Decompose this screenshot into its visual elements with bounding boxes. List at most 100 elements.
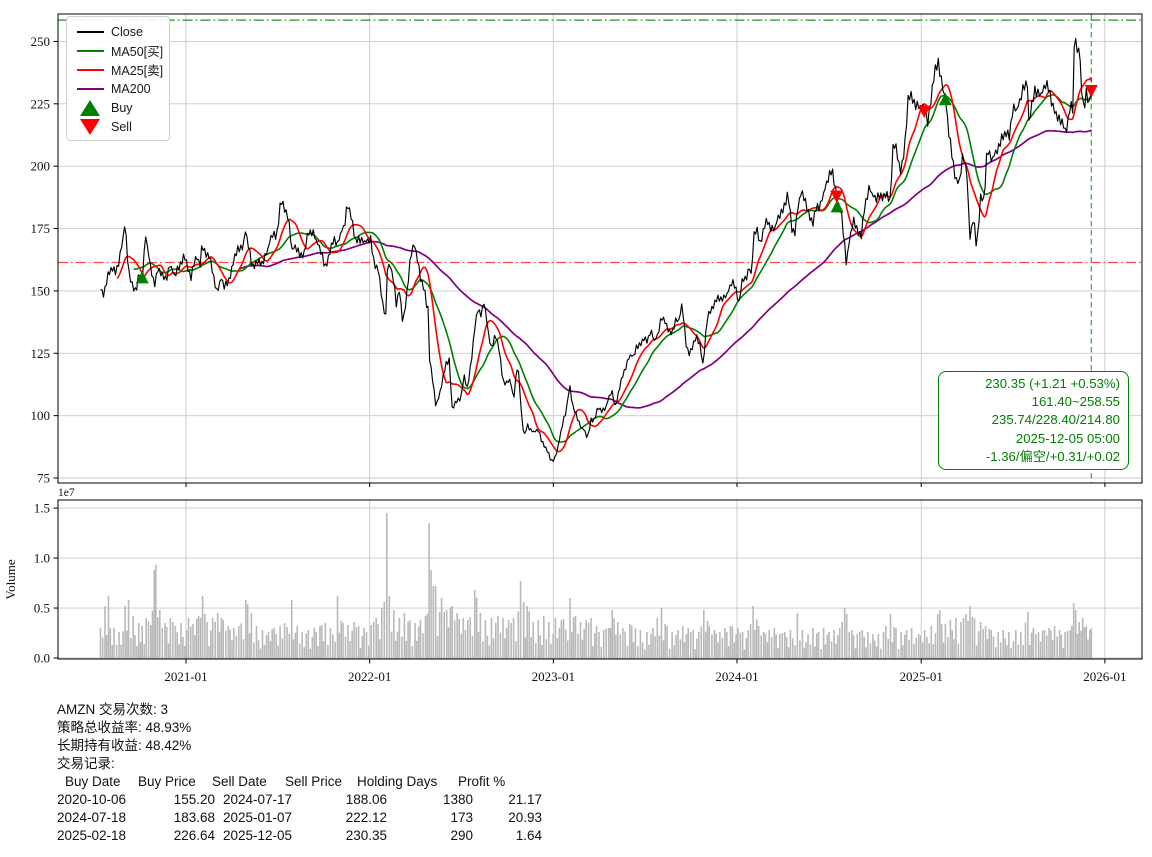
trade-cell: 155.20 — [173, 792, 215, 807]
trade-cell: 230.35 — [345, 828, 387, 843]
legend-line-sample — [76, 30, 104, 33]
buy-marker — [938, 92, 952, 106]
trade-header-4: Holding Days — [357, 774, 438, 789]
price-ytick-label: 250 — [31, 34, 51, 49]
x-tick-label: 2024-01 — [715, 669, 758, 684]
legend-item-1: MA50[买] — [73, 41, 163, 60]
trade-cell: 2025-02-18 — [57, 828, 127, 843]
stats-line-1: 策略总收益率: 48.93% — [57, 720, 192, 735]
volume-axis-label: Volume — [3, 559, 18, 599]
trade-cell: 226.64 — [173, 828, 215, 843]
tick-marks — [53, 40, 1106, 664]
annotation-line-1: 161.40~258.55 — [1031, 394, 1120, 410]
price-axes-frame — [57, 13, 1143, 484]
legend-label: Buy — [111, 100, 133, 115]
sell-marker — [1084, 84, 1098, 98]
x-tick-label: 2022-01 — [348, 669, 391, 684]
trade-header-2: Sell Date — [212, 774, 267, 789]
annotation-line-2: 235.74/228.40/214.80 — [991, 412, 1120, 428]
legend-line-swatch — [73, 30, 107, 33]
annotation-line-0: 230.35 (+1.21 +0.53%) — [985, 376, 1120, 391]
trade-header-1: Buy Price — [138, 774, 196, 789]
volume-axes-frame — [57, 499, 1143, 660]
legend-line-swatch — [73, 49, 107, 52]
volume-ytick-label: 1.0 — [34, 551, 50, 566]
trade-cell: 21.17 — [508, 792, 542, 807]
trade-cell: 173 — [450, 810, 473, 825]
legend-label: MA25[卖] — [111, 64, 164, 78]
x-tick-label: 2021-01 — [164, 669, 207, 684]
buy-triangle-icon — [73, 99, 107, 117]
price-ytick-label: 100 — [31, 408, 51, 423]
trade-table-header: Buy Date Buy Price Sell Date Sell Price Hold… — [57, 773, 617, 791]
legend-label: Sell — [111, 119, 132, 134]
volume-ytick-label: 0.0 — [34, 651, 50, 666]
legend-item-5: Sell — [73, 117, 163, 136]
tick-labels: 75 100 125 150 175 200 225 250 0.0 0.5 1.0 1.5 2021-… — [3, 34, 1127, 684]
sell-triangle-glyph — [80, 118, 100, 135]
legend-item-2: MA25[卖] — [73, 60, 163, 79]
legend-item-3: MA200 — [73, 79, 163, 98]
price-ytick-label: 225 — [31, 96, 51, 111]
sell-triangle-icon — [73, 118, 107, 136]
trade-cell: 222.12 — [345, 810, 387, 825]
stats-line-0: AMZN 交易次数: 3 — [57, 702, 169, 717]
price-volume-chart-svg: 75 100 125 150 175 200 225 250 0.0 0.5 1.0 1.5 2021-… — [3, 13, 1143, 684]
price-ytick-label: 125 — [31, 346, 51, 361]
trade-cell: 2024-07-18 — [57, 810, 127, 825]
legend-line-sample — [76, 49, 104, 52]
x-tick-label: 2023-01 — [532, 669, 575, 684]
stats-line-2: 长期持有收益: 48.42% — [57, 738, 192, 753]
trade-cell: 290 — [450, 828, 473, 843]
trade-cell: 2025-01-07 — [223, 810, 293, 825]
price-annotation-box: 230.35 (+1.21 +0.53%) 161.40~258.55 235.74… — [938, 371, 1129, 471]
legend-line-swatch — [73, 68, 107, 71]
legend-line-sample — [76, 68, 104, 71]
annotation-line-3: 2025-12-05 05:00 — [1015, 430, 1120, 446]
legend-label: MA200 — [111, 81, 151, 96]
volume-ytick-label: 1.5 — [34, 501, 50, 516]
sell-marker — [830, 190, 844, 203]
buy-triangle-icon — [80, 99, 100, 116]
buy-marker — [135, 270, 149, 284]
chart-legend: Close MA50[买] MA25[卖] MA200 Buy Sell — [66, 16, 170, 141]
trade-cell: 1.64 — [515, 828, 542, 843]
volume-ytick-label: 0.5 — [34, 601, 50, 616]
price-ytick-label: 200 — [31, 159, 51, 174]
trade-row-0: 2020-10-06 155.20 2024-07-17 188.06 1380 21.1… — [57, 791, 617, 809]
sell-triangle-icon — [80, 118, 100, 135]
trade-cell: 2025-12-05 — [223, 828, 293, 843]
annotation-line-4: -1.36/偏空/+0.31/+0.02 — [985, 448, 1120, 464]
ma50--line — [133, 94, 1093, 443]
trade-cell: 2024-07-17 — [223, 792, 293, 807]
trade-cell: 20.93 — [508, 810, 542, 825]
legend-label: MA50[买] — [111, 45, 164, 59]
trade-row-2: 2025-02-18 226.64 2025-12-05 230.35 290 1.64 — [57, 827, 617, 845]
stats-line-3: 交易记录: — [57, 756, 115, 771]
legend-line-sample — [76, 87, 104, 90]
trade-cell: 183.68 — [173, 810, 215, 825]
trade-cell: 188.06 — [345, 792, 387, 807]
volume-offset-label: 1e7 — [58, 487, 75, 499]
trade-cell: 1380 — [442, 792, 473, 807]
close-line — [100, 37, 1092, 462]
ma200-line — [239, 129, 1092, 409]
legend-item-0: Close — [73, 22, 163, 41]
legend-label: Close — [111, 24, 143, 39]
x-tick-label: 2025-01 — [900, 669, 943, 684]
legend-line-swatch — [73, 87, 107, 90]
trade-row-1: 2024-07-18 183.68 2025-01-07 222.12 173 20.93 — [57, 809, 617, 827]
trade-header-5: Profit % — [458, 774, 506, 789]
sell-marker — [917, 105, 931, 118]
trade-cell: 2020-10-06 — [57, 792, 127, 807]
trade-header-3: Sell Price — [285, 774, 343, 789]
price-ytick-label: 150 — [31, 283, 51, 298]
gridlines — [58, 14, 1142, 659]
buy-triangle-glyph — [80, 99, 100, 116]
price-ytick-label: 75 — [37, 471, 50, 486]
trade-header-0: Buy Date — [65, 774, 121, 789]
x-tick-label: 2026-01 — [1083, 669, 1126, 684]
legend-item-4: Buy — [73, 98, 163, 117]
buy-marker — [830, 199, 844, 213]
